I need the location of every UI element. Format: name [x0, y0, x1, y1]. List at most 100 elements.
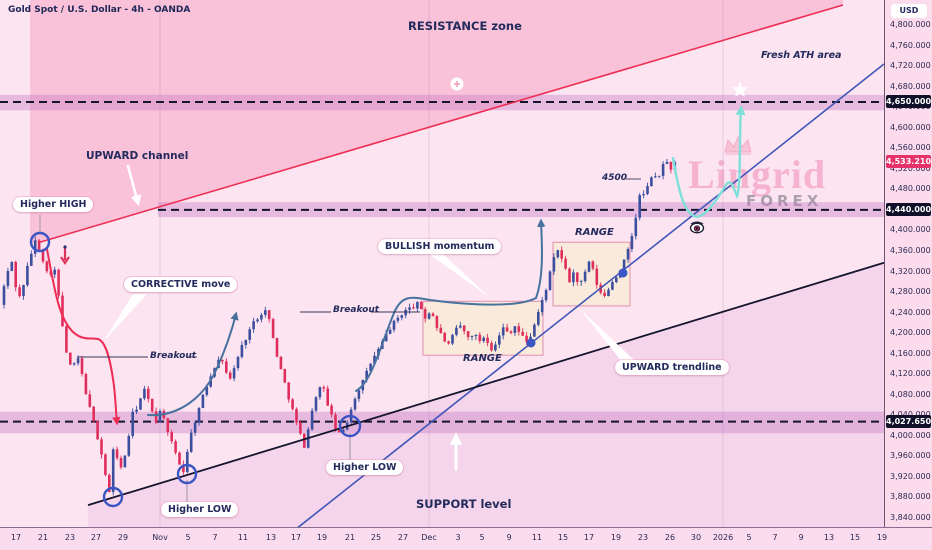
time-tick: 19 [316, 533, 328, 542]
price-tick: 3,920.000 [890, 471, 931, 481]
price-tick: 4,080.000 [890, 389, 931, 399]
low-circle[interactable] [102, 486, 124, 508]
corrective-move-curve[interactable] [46, 248, 121, 426]
range-label-1[interactable]: RANGE [463, 353, 502, 364]
higher-low-label-2[interactable]: Higher LOW [326, 460, 404, 475]
breakout-swoosh[interactable] [147, 311, 239, 417]
price-tick: 4,720.000 [890, 61, 931, 71]
currency-axis-button[interactable]: USD [891, 4, 927, 18]
background-zones [30, 0, 884, 528]
price-tick: 4,360.000 [890, 245, 931, 255]
time-tick: 17 [583, 533, 595, 542]
price-tick: 3,880.000 [890, 492, 931, 502]
price-axis[interactable]: 4,800.0004,760.0004,720.0004,680.0004,64… [884, 0, 932, 528]
channel-resistance-line[interactable] [37, 4, 844, 244]
bullish-momentum-swoosh[interactable] [355, 218, 546, 392]
higher-high-label[interactable]: Higher HIGH [13, 197, 94, 212]
upward-channel-label[interactable]: UPWARD channel [86, 150, 189, 162]
resistance-zone-fill[interactable] [30, 0, 843, 244]
anchor-icon[interactable] [450, 77, 464, 91]
time-tick: 2026 [712, 533, 734, 542]
star-marker[interactable] [731, 81, 749, 97]
time-tick: 23 [637, 533, 649, 542]
fresh-ath-label[interactable]: Fresh ATH area [761, 50, 842, 61]
fresh-ath-swoosh[interactable] [671, 104, 746, 218]
time-tick: 11 [531, 533, 543, 542]
watermark: Lingrid FOREX [688, 135, 827, 210]
breakout-label-2[interactable]: Breakout [333, 305, 380, 315]
price-tick: 4,200.000 [890, 328, 931, 338]
level-price-badge: 4,440.000 [886, 202, 932, 216]
price-tick: 4,120.000 [890, 369, 931, 379]
time-tick: 13 [265, 533, 277, 542]
symbol-title[interactable]: Gold Spot / U.S. Dollar - 4h - OANDA [8, 5, 191, 15]
time-tick: 19 [610, 533, 622, 542]
time-tick: 27 [90, 533, 102, 542]
time-tick: 13 [823, 533, 835, 542]
price-tick: 4,600.000 [890, 122, 931, 132]
support-level-label[interactable]: SUPPORT level [416, 497, 512, 511]
price-tick: 4,000.000 [890, 430, 931, 440]
breakout-label-1[interactable]: Breakout [150, 351, 197, 361]
trendline-dot[interactable] [526, 338, 536, 348]
time-tick: 15 [849, 533, 861, 542]
time-tick: 5 [185, 533, 191, 542]
upward-trendline[interactable] [294, 63, 885, 531]
higher-low-circle-2[interactable] [338, 414, 362, 438]
higher-low-label-1[interactable]: Higher LOW [161, 502, 239, 517]
candles [2, 158, 677, 496]
support-area-shade [88, 263, 884, 528]
time-tick: 17 [290, 533, 302, 542]
time-tick: 7 [212, 533, 218, 542]
price-tick: 4,280.000 [890, 287, 931, 297]
time-tick: 19 [876, 533, 888, 542]
range-label-2[interactable]: RANGE [575, 227, 614, 238]
level-price-badge: 4,650.000 [886, 95, 932, 109]
time-tick: 21 [344, 533, 356, 542]
time-tick: 26 [664, 533, 676, 542]
label-pointer-tail [580, 309, 637, 363]
label-pointer-tail [429, 254, 489, 297]
price-4500-label[interactable]: 4500 [602, 173, 628, 183]
label-pointer-tail [104, 294, 147, 341]
time-tick: 5 [479, 533, 485, 542]
time-tick: 23 [64, 533, 76, 542]
time-tick: 15 [557, 533, 569, 542]
time-tick: 17 [10, 533, 22, 542]
time-tick: 3 [455, 533, 461, 542]
down-arrow-marker[interactable] [60, 245, 70, 265]
bullish-momentum-label[interactable]: BULLISH momentum [378, 239, 502, 254]
support-trendline[interactable] [87, 261, 885, 507]
time-axis[interactable]: 17 21 23 27 29 Nov 5 7 11 13 17 19 21 25 27 Dec 3 5 9 11 15 1… [0, 527, 932, 550]
last-price-badge: 4,533.210 [886, 155, 932, 168]
price-tick: 4,320.000 [890, 266, 931, 276]
time-tick: 5 [746, 533, 752, 542]
resistance-zone-label[interactable]: RESISTANCE zone [408, 19, 522, 33]
price-tick: 4,800.000 [890, 20, 931, 29]
time-tick: 9 [506, 533, 512, 542]
time-tick: 27 [397, 533, 409, 542]
corrective-move-label[interactable]: CORRECTIVE move [124, 277, 238, 292]
time-tick: 30 [690, 533, 702, 542]
trendline-dot[interactable] [618, 268, 628, 278]
price-tick: 4,480.000 [890, 184, 931, 194]
price-tick: 4,160.000 [890, 348, 931, 358]
higher-low-circle-1[interactable] [176, 463, 198, 485]
range-box[interactable] [422, 300, 544, 356]
eye-icon[interactable] [689, 221, 705, 234]
watermark-name: Lingrid [688, 152, 827, 197]
price-tick: 4,400.000 [890, 225, 931, 235]
time-tick: 11 [237, 533, 249, 542]
upward-trendline-label[interactable]: UPWARD trendline [615, 360, 729, 375]
channel-pointer-arrow[interactable] [126, 164, 142, 207]
time-tick: 9 [798, 533, 804, 542]
time-tick: Nov [152, 533, 168, 542]
time-tick: 29 [117, 533, 129, 542]
price-tick: 4,680.000 [890, 81, 931, 91]
time-tick: 21 [37, 533, 49, 542]
price-tick: 3,840.000 [890, 513, 931, 522]
price-tick: 4,560.000 [890, 143, 931, 153]
higher-high-circle[interactable] [29, 231, 51, 253]
